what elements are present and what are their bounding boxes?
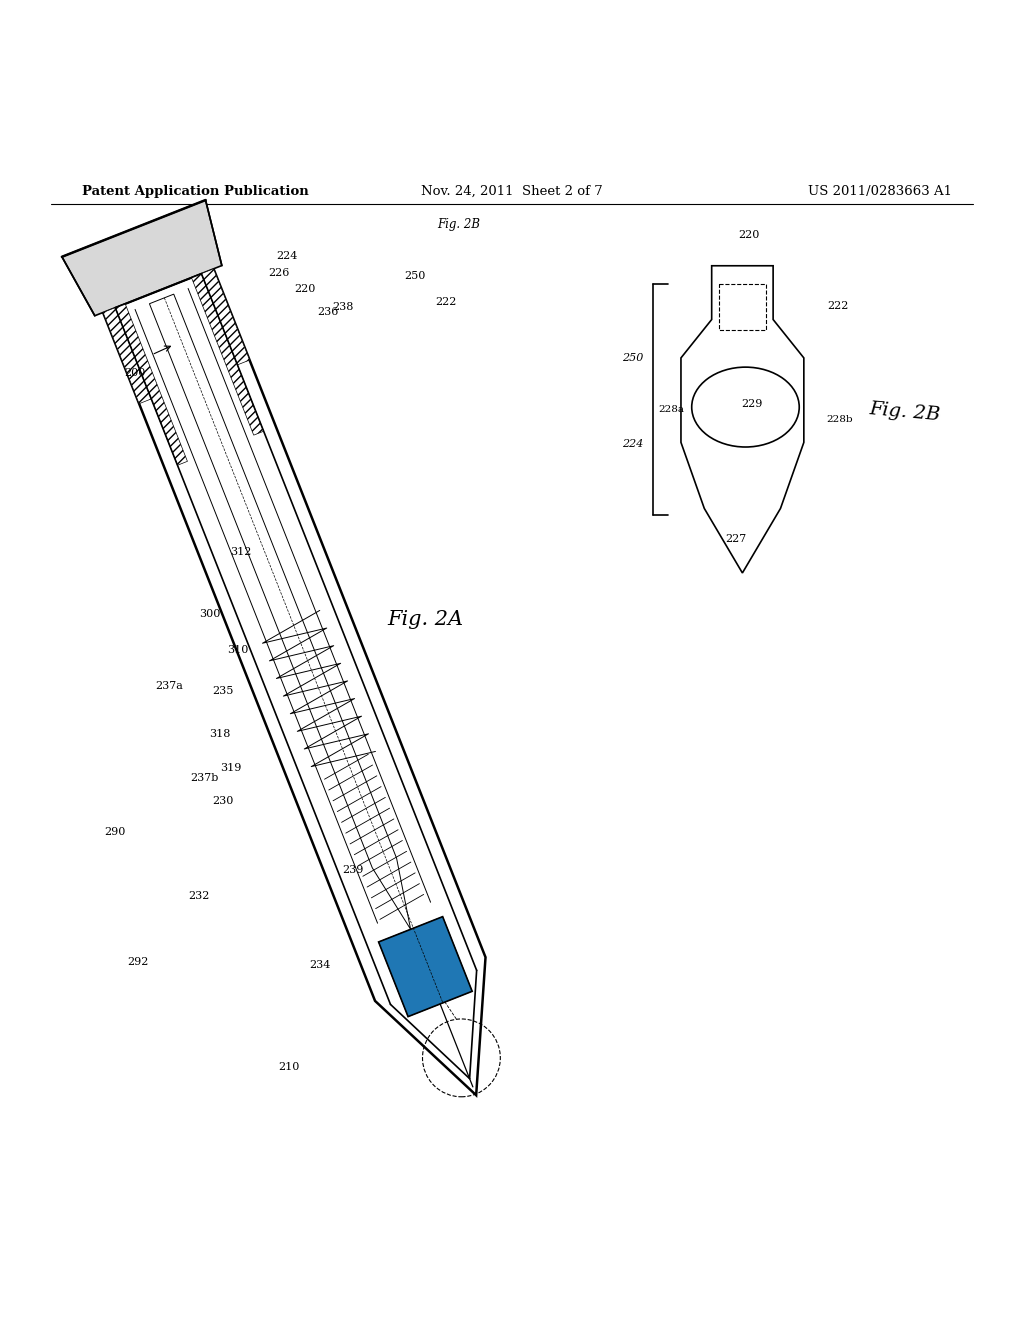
- Text: Fig. 2A: Fig. 2A: [387, 610, 463, 628]
- Text: 310: 310: [227, 644, 248, 655]
- Text: 222: 222: [435, 297, 456, 306]
- Text: 224: 224: [623, 440, 644, 449]
- Text: US 2011/0283663 A1: US 2011/0283663 A1: [808, 185, 952, 198]
- Text: 210: 210: [279, 1061, 299, 1072]
- Text: 237b: 237b: [190, 772, 219, 783]
- Polygon shape: [61, 201, 222, 315]
- Polygon shape: [202, 269, 250, 364]
- Polygon shape: [681, 265, 804, 573]
- Text: 319: 319: [220, 763, 241, 772]
- Text: Fig. 2B: Fig. 2B: [437, 218, 480, 231]
- Text: 250: 250: [404, 271, 425, 281]
- Text: 224: 224: [276, 251, 297, 260]
- Text: 238: 238: [333, 302, 353, 312]
- Polygon shape: [150, 294, 411, 929]
- Text: 312: 312: [230, 548, 251, 557]
- Text: 318: 318: [210, 729, 230, 739]
- Text: 290: 290: [104, 828, 125, 837]
- Text: 239: 239: [343, 865, 364, 875]
- Text: 230: 230: [213, 796, 233, 807]
- Text: 222: 222: [827, 301, 848, 310]
- Polygon shape: [379, 916, 472, 1016]
- Text: Nov. 24, 2011  Sheet 2 of 7: Nov. 24, 2011 Sheet 2 of 7: [421, 185, 603, 198]
- Polygon shape: [379, 916, 472, 1016]
- Text: 220: 220: [295, 284, 315, 294]
- Text: 228a: 228a: [658, 405, 685, 413]
- Text: 250: 250: [623, 352, 644, 363]
- Text: 236: 236: [317, 306, 338, 317]
- Text: 228b: 228b: [826, 416, 853, 425]
- Text: 227: 227: [726, 535, 746, 544]
- Polygon shape: [191, 273, 263, 436]
- Text: 237a: 237a: [155, 681, 183, 690]
- Text: 235: 235: [213, 685, 233, 696]
- Text: 232: 232: [188, 891, 209, 900]
- Polygon shape: [116, 304, 187, 465]
- Text: 226: 226: [268, 268, 289, 279]
- Text: 229: 229: [741, 399, 762, 409]
- Text: 220: 220: [738, 230, 759, 240]
- Text: Patent Application Publication: Patent Application Publication: [82, 185, 308, 198]
- Text: 300: 300: [200, 609, 220, 619]
- Polygon shape: [103, 269, 485, 1096]
- Text: 200: 200: [125, 368, 145, 379]
- Text: 292: 292: [128, 957, 148, 968]
- Text: Fig. 2B: Fig. 2B: [868, 400, 941, 424]
- Text: 234: 234: [309, 960, 330, 970]
- Polygon shape: [103, 308, 152, 404]
